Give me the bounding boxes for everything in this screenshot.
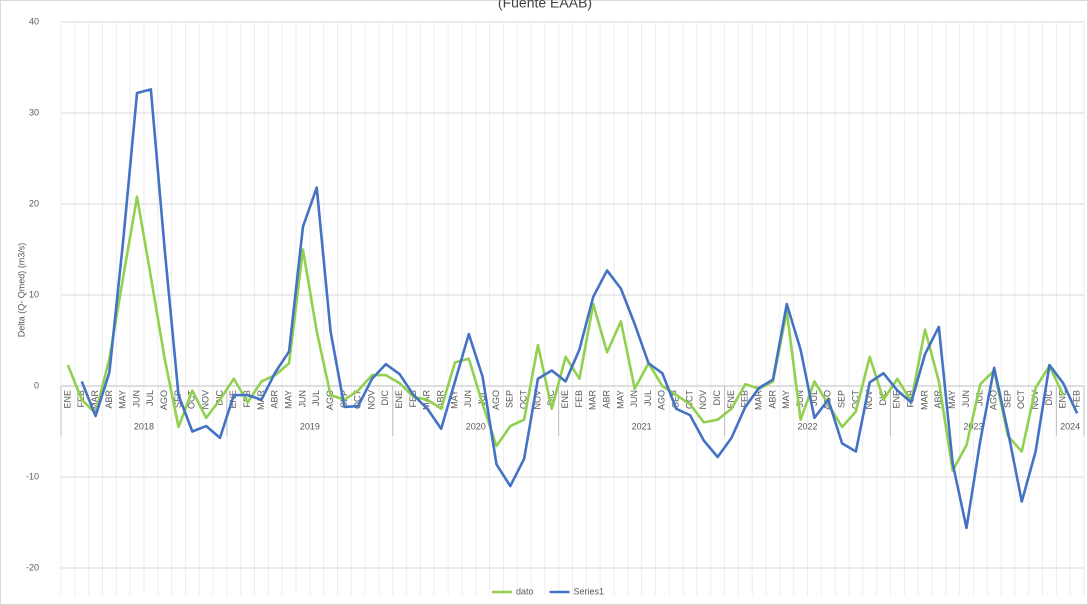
x-tick-label: FEB bbox=[408, 390, 418, 408]
x-tick-label: SEP bbox=[173, 390, 183, 408]
year-label: 2021 bbox=[632, 421, 652, 431]
x-tick-label: MAR bbox=[919, 390, 929, 411]
x-tick-label: NOV bbox=[864, 390, 874, 410]
x-tick-label: OCT bbox=[684, 390, 694, 410]
year-label: 2018 bbox=[134, 421, 154, 431]
x-tick-label: AGO bbox=[491, 390, 501, 410]
x-tick-label: AGO bbox=[159, 390, 169, 410]
x-tick-label: JUL bbox=[311, 390, 321, 406]
x-tick-label: JUN bbox=[297, 390, 307, 408]
x-tick-label: MAY bbox=[947, 390, 957, 409]
y-tick-label: 10 bbox=[29, 289, 39, 299]
x-tick-label: NOV bbox=[698, 390, 708, 410]
x-tick-label: ABR bbox=[104, 390, 114, 409]
x-tick-label: OCT bbox=[353, 390, 363, 410]
x-tick-label: NOV bbox=[1030, 390, 1040, 410]
x-tick-label: DIC bbox=[214, 390, 224, 406]
x-tick-label: ABR bbox=[436, 390, 446, 409]
x-tick-label: AGO bbox=[657, 390, 667, 410]
legend-label: dato bbox=[516, 586, 534, 596]
x-tick-label: NOV bbox=[201, 390, 211, 410]
x-tick-label: OCT bbox=[1016, 390, 1026, 410]
x-tick-label: DIC bbox=[380, 390, 390, 406]
x-tick-label: MAR bbox=[754, 390, 764, 411]
chart-title: (Fuente EAAB) bbox=[498, 0, 592, 11]
x-tick-label: JUN bbox=[131, 390, 141, 408]
x-tick-label: DIC bbox=[546, 390, 556, 406]
x-tick-label: ENE bbox=[560, 390, 570, 409]
x-tick-label: JUN bbox=[463, 390, 473, 408]
series-line bbox=[80, 88, 1079, 530]
series-line bbox=[66, 195, 1065, 472]
x-tick-label: SEP bbox=[1002, 390, 1012, 408]
x-tick-label: JUL bbox=[975, 390, 985, 406]
x-tick-label: MAY bbox=[118, 390, 128, 409]
x-tick-label: ENE bbox=[892, 390, 902, 409]
legend-label: Series1 bbox=[574, 586, 605, 596]
x-tick-label: MAY bbox=[449, 390, 459, 409]
x-tick-label: OCT bbox=[187, 390, 197, 410]
x-tick-label: OCT bbox=[518, 390, 528, 410]
x-tick-label: ENE bbox=[394, 390, 404, 409]
x-tick-label: SEP bbox=[505, 390, 515, 408]
x-tick-label: JUL bbox=[145, 390, 155, 406]
x-tick-label: JUN bbox=[795, 390, 805, 408]
x-tick-label: MAY bbox=[283, 390, 293, 409]
x-tick-label: ENE bbox=[62, 390, 72, 409]
x-tick-label: NOV bbox=[366, 390, 376, 410]
x-tick-label: ABR bbox=[601, 390, 611, 409]
x-tick-label: JUL bbox=[643, 390, 653, 406]
x-tick-label: ABR bbox=[767, 390, 777, 409]
y-tick-label: 20 bbox=[29, 198, 39, 208]
year-label: 2019 bbox=[300, 421, 320, 431]
x-tick-label: SEP bbox=[671, 390, 681, 408]
year-label: 2023 bbox=[963, 421, 983, 431]
y-tick-label: 40 bbox=[29, 16, 39, 26]
x-tick-label: JUN bbox=[961, 390, 971, 408]
x-tick-label: MAY bbox=[781, 390, 791, 409]
x-tick-label: FEB bbox=[1071, 390, 1081, 408]
x-tick-label: SEP bbox=[836, 390, 846, 408]
x-tick-label: DIC bbox=[712, 390, 722, 406]
x-tick-label: ABR bbox=[270, 390, 280, 409]
x-tick-label: ENE bbox=[726, 390, 736, 409]
x-tick-label: ENE bbox=[1058, 390, 1068, 409]
x-tick-label: NOV bbox=[532, 390, 542, 410]
y-tick-label: 30 bbox=[29, 107, 39, 117]
year-label: 2020 bbox=[466, 421, 486, 431]
x-tick-label: ABR bbox=[933, 390, 943, 409]
x-tick-label: AGO bbox=[989, 390, 999, 410]
x-tick-label: MAR bbox=[588, 390, 598, 411]
x-tick-label: JUL bbox=[809, 390, 819, 406]
x-tick-label: MAY bbox=[615, 390, 625, 409]
year-label: 2024 bbox=[1060, 421, 1080, 431]
x-tick-label: FEB bbox=[574, 390, 584, 408]
x-tick-label: AGO bbox=[325, 390, 335, 410]
y-tick-label: 0 bbox=[34, 380, 39, 390]
y-tick-label: -20 bbox=[26, 562, 39, 572]
x-tick-label: OCT bbox=[850, 390, 860, 410]
y-tick-label: -10 bbox=[26, 471, 39, 481]
x-tick-label: JUN bbox=[629, 390, 639, 408]
x-tick-label: DIC bbox=[1044, 390, 1054, 406]
x-tick-label: FEB bbox=[740, 390, 750, 408]
year-label: 2022 bbox=[797, 421, 817, 431]
y-axis-title: Delta (Q- Qmed) (m3/s) bbox=[16, 243, 26, 338]
x-tick-label: MAR bbox=[90, 390, 100, 411]
